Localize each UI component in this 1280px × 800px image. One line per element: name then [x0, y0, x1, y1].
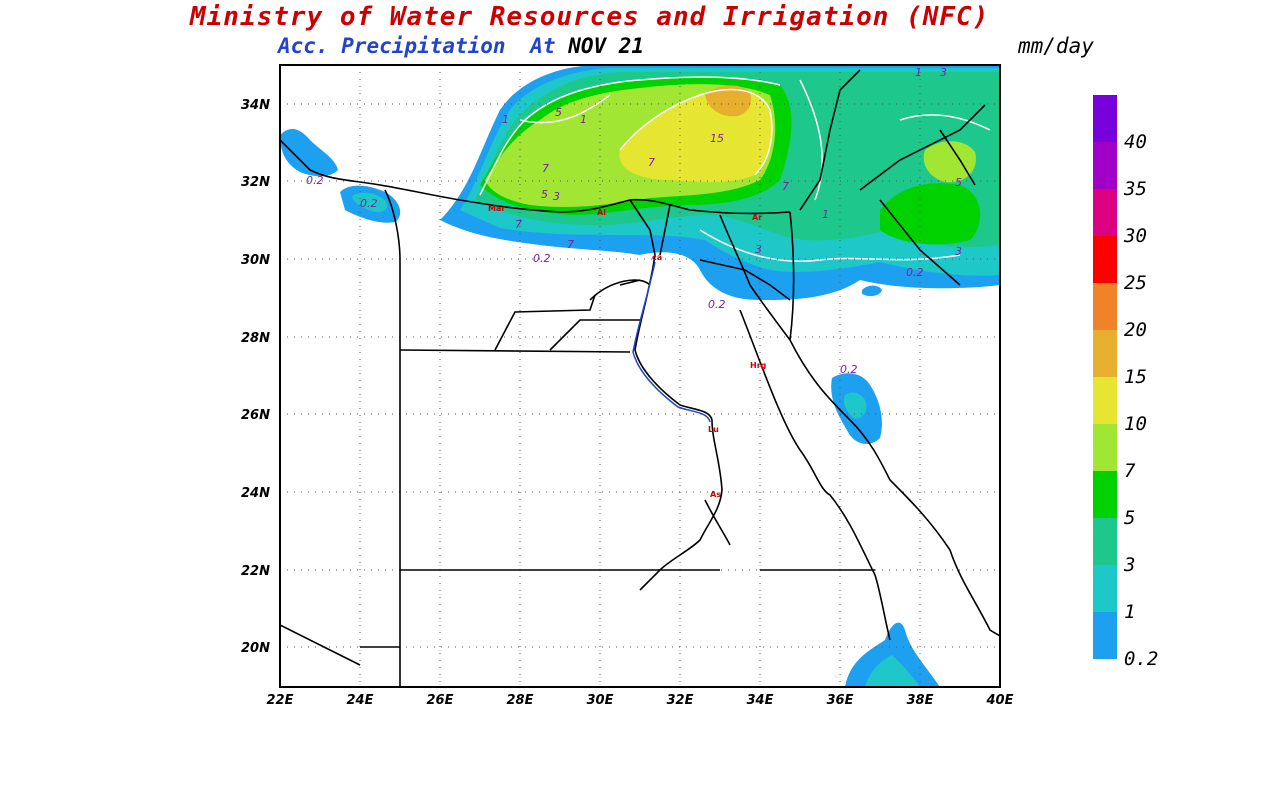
- precip-blob-small: [862, 285, 882, 297]
- contour-label: 7: [648, 156, 655, 169]
- city-labels: Mar Al ca Ar Hrg Lu As: [488, 204, 767, 499]
- legend-label: 20: [1124, 319, 1147, 341]
- precip-zone-15: [705, 85, 752, 117]
- y-tick-label: 32N: [241, 175, 270, 190]
- contour-label: 15: [710, 132, 724, 145]
- y-tick-label: 20N: [241, 641, 270, 656]
- map-title: Ministry of Water Resources and Irrigati…: [190, 2, 990, 32]
- contour-label: 5: [555, 106, 562, 119]
- y-tick-label: 30N: [241, 253, 270, 268]
- contour-value-labels: 0.2 0.2 0.2 0.2 0.2 0.2 1 1 1 1 3 3 3 3 …: [306, 66, 962, 376]
- map-frame: [279, 64, 1001, 688]
- precip-blob-redsea-inner: [844, 392, 867, 419]
- legend-swatch: [1093, 95, 1117, 142]
- legend-label: 0.2: [1124, 648, 1158, 670]
- field-name: Acc. Precipitation: [278, 34, 506, 58]
- x-tick-label: 28E: [507, 693, 534, 708]
- y-tick-label: 28N: [241, 331, 270, 346]
- legend-label: 25: [1124, 272, 1147, 294]
- nile-river: [632, 261, 711, 423]
- legend-swatch: [1093, 565, 1117, 612]
- y-tick-label: 34N: [241, 98, 270, 113]
- contour-label: 0.2: [360, 197, 378, 210]
- legend-label: 3: [1123, 554, 1135, 576]
- city-label: Lu: [708, 425, 719, 434]
- contour-label: 7: [782, 180, 789, 193]
- unit-label: mm/day: [1018, 34, 1094, 58]
- contour-label: 0.2: [533, 252, 551, 265]
- legend-swatch: [1093, 283, 1117, 330]
- color-legend: 0.2 1 3 5 7 10 15 20 25 30 35 40: [1093, 95, 1158, 670]
- precip-zone-5b: [880, 183, 981, 245]
- legend-label: 15: [1124, 366, 1147, 388]
- contour-label: 0.2: [840, 363, 858, 376]
- city-label: Hrg: [750, 361, 767, 370]
- legend-label: 30: [1123, 225, 1147, 247]
- boundaries: [280, 69, 1000, 687]
- forecast-date: NOV 21: [568, 34, 645, 58]
- contour-label: 3: [940, 66, 947, 79]
- legend-swatch: [1093, 330, 1117, 377]
- at-label: At: [530, 34, 556, 58]
- x-tick-label: 22E: [267, 693, 294, 708]
- city-label: ca: [652, 253, 662, 262]
- map-subtitle: Acc. Precipitation At NOV 21: [278, 34, 644, 58]
- legend-label: 7: [1124, 460, 1136, 482]
- city-label: Ar: [752, 213, 762, 222]
- contour-label: 5: [541, 188, 548, 201]
- legend-label: 40: [1124, 131, 1147, 153]
- contour-label: 1: [822, 208, 829, 221]
- legend-swatch: [1093, 142, 1117, 189]
- contour-label: 3: [553, 190, 560, 203]
- contour-label: 7: [567, 238, 574, 251]
- legend-label: 10: [1124, 413, 1147, 435]
- contour-label: 1: [915, 66, 922, 79]
- legend-swatch: [1093, 236, 1117, 283]
- contour-label: 3: [955, 245, 962, 258]
- legend-swatch: [1093, 612, 1117, 659]
- x-axis-ticks: 22E 24E 26E 28E 30E 32E 34E 36E 38E 40E: [267, 693, 1014, 708]
- legend-swatch: [1093, 424, 1117, 471]
- contour-label: 0.2: [708, 298, 726, 311]
- contour-label: 1: [502, 113, 509, 126]
- legend-swatch: [1093, 377, 1117, 424]
- city-label: As: [710, 490, 721, 499]
- city-label: Al: [597, 208, 606, 217]
- y-axis-ticks: 20N 22N 24N 26N 28N 30N 32N 34N: [241, 98, 270, 656]
- precip-blob-west-1: [280, 128, 338, 177]
- y-tick-label: 26N: [241, 408, 270, 423]
- contour-lines: [479, 76, 991, 262]
- x-tick-label: 38E: [907, 693, 934, 708]
- y-tick-label: 22N: [241, 564, 270, 579]
- x-tick-label: 34E: [747, 693, 774, 708]
- precip-blob-south: [845, 622, 940, 687]
- x-tick-label: 30E: [587, 693, 614, 708]
- legend-label: 1: [1124, 601, 1135, 623]
- contour-label: 1: [580, 113, 587, 126]
- legend-swatch: [1093, 189, 1117, 236]
- precip-zone-7b: [923, 141, 976, 183]
- x-tick-label: 32E: [667, 693, 694, 708]
- contour-label: 0.2: [906, 266, 924, 279]
- legend-label: 5: [1124, 507, 1135, 529]
- legend-swatch: [1093, 471, 1117, 518]
- contour-label: 0.2: [306, 174, 324, 187]
- contour-label: 5: [955, 176, 962, 189]
- contour-label: 7: [515, 218, 522, 231]
- precip-blob-west-2-inner: [352, 192, 387, 213]
- legend-swatch: [1093, 518, 1117, 565]
- contour-label: 3: [755, 243, 762, 256]
- x-tick-label: 24E: [347, 693, 374, 708]
- city-label: Mar: [488, 204, 505, 213]
- contour-label: 7: [542, 162, 549, 175]
- x-tick-label: 26E: [427, 693, 454, 708]
- precip-blob-south-inner: [865, 655, 920, 687]
- x-tick-label: 36E: [827, 693, 854, 708]
- precipitation-field: [280, 65, 1000, 687]
- x-tick-label: 40E: [986, 693, 1014, 708]
- y-tick-label: 24N: [241, 486, 270, 501]
- legend-label: 35: [1123, 178, 1147, 200]
